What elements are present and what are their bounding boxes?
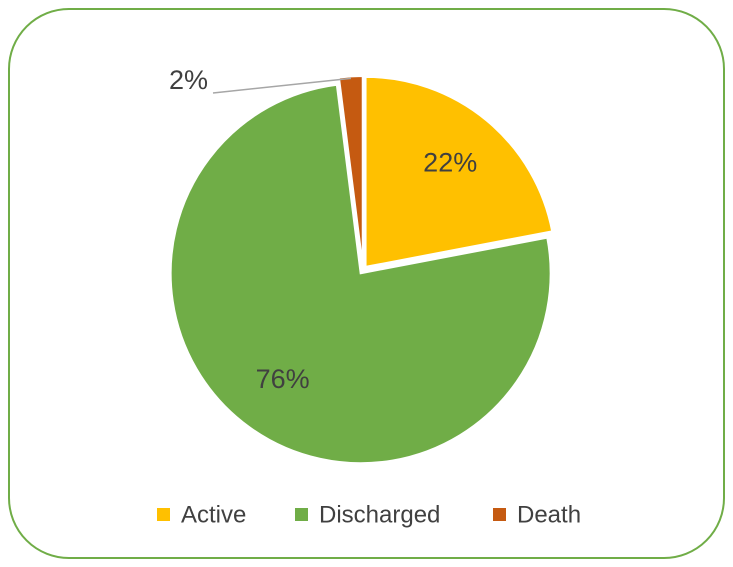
legend-label: Active [181, 501, 246, 528]
legend-swatch [493, 508, 506, 521]
legend-label: Discharged [319, 501, 440, 528]
legend-swatch [295, 508, 308, 521]
pie-slice [337, 75, 364, 267]
data-label: 22% [423, 148, 477, 178]
data-label: 2% [169, 65, 208, 95]
leader-line [212, 77, 352, 94]
pie-slice [364, 75, 554, 269]
data-label: 76% [256, 364, 310, 394]
legend-label: Death [517, 501, 581, 528]
legend-swatch [157, 508, 170, 521]
pie-slice [169, 83, 552, 465]
